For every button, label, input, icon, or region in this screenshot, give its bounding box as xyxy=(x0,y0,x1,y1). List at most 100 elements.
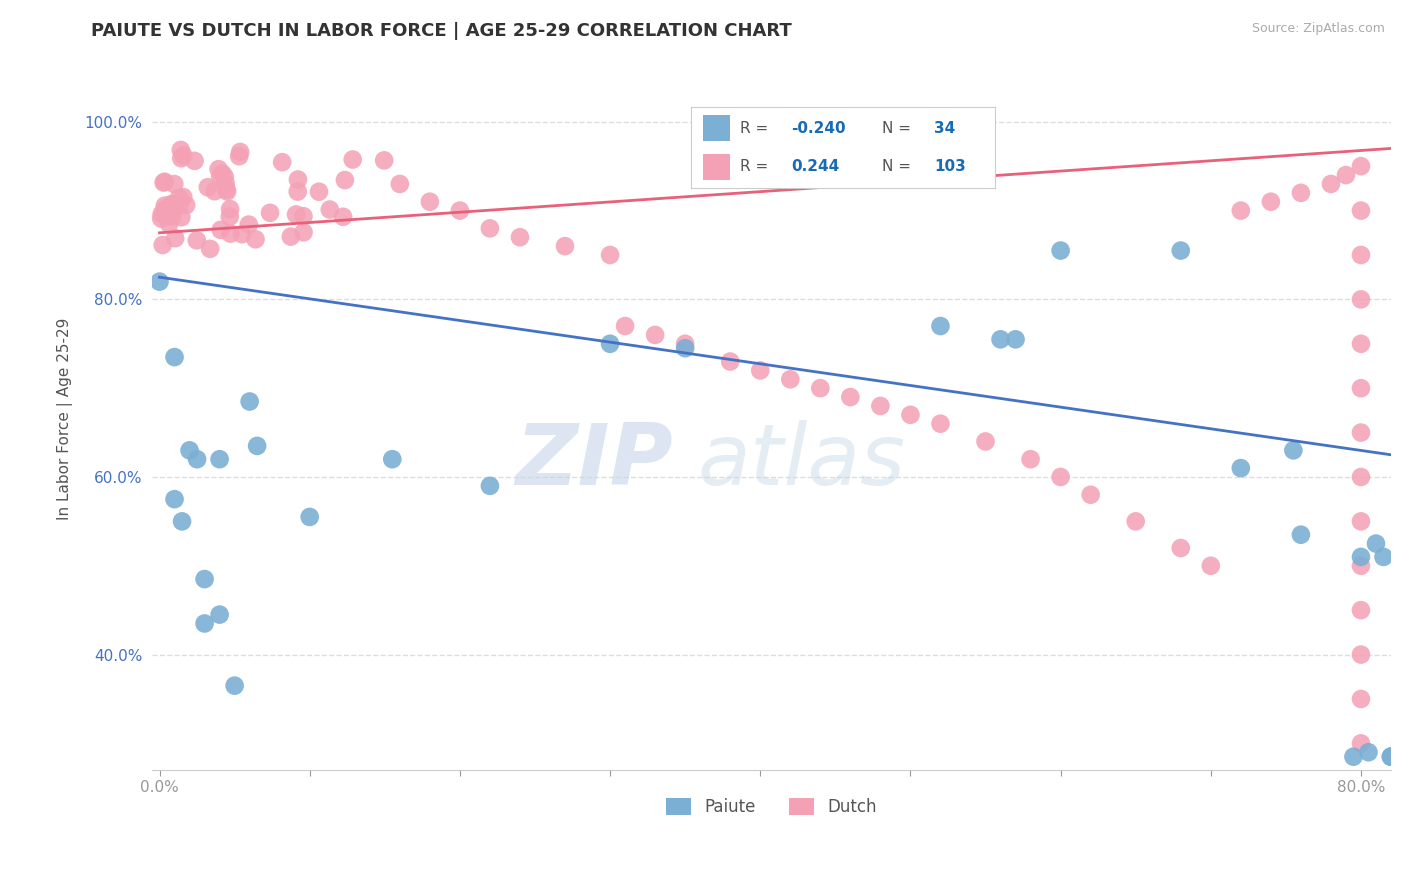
Point xyxy=(208,452,231,467)
Point xyxy=(209,223,232,237)
Point xyxy=(1350,692,1372,706)
Text: atlas: atlas xyxy=(697,420,905,503)
Point xyxy=(160,197,183,211)
Point xyxy=(1125,514,1147,528)
Point xyxy=(228,149,250,163)
Point xyxy=(1289,186,1312,200)
Point xyxy=(1350,736,1372,750)
Point xyxy=(1170,541,1192,555)
Point xyxy=(381,452,404,467)
Point xyxy=(1372,549,1395,564)
Point xyxy=(172,190,194,204)
Point xyxy=(167,198,190,212)
Point xyxy=(808,381,831,395)
Legend: Paiute, Dutch: Paiute, Dutch xyxy=(658,790,886,825)
Point xyxy=(1320,177,1343,191)
Point xyxy=(285,207,308,221)
Text: Source: ZipAtlas.com: Source: ZipAtlas.com xyxy=(1251,22,1385,36)
Point xyxy=(160,197,183,211)
Point xyxy=(673,336,696,351)
Point xyxy=(449,203,471,218)
Point xyxy=(839,390,862,404)
Point xyxy=(1350,549,1372,564)
Point xyxy=(1049,244,1071,258)
Point xyxy=(1350,248,1372,262)
Point xyxy=(1350,514,1372,528)
Point xyxy=(1170,244,1192,258)
Point xyxy=(224,679,246,693)
Point xyxy=(211,166,233,180)
Point xyxy=(1289,527,1312,541)
Point xyxy=(179,443,201,458)
Point xyxy=(1260,194,1282,209)
Point xyxy=(148,275,170,289)
Point xyxy=(1334,168,1357,182)
Point xyxy=(239,394,262,409)
Point xyxy=(152,238,174,252)
Point xyxy=(990,332,1012,346)
Point xyxy=(152,176,174,190)
Point xyxy=(1343,749,1365,764)
Point xyxy=(1379,749,1402,764)
Point xyxy=(170,151,193,165)
Point xyxy=(342,153,364,167)
Point xyxy=(292,225,315,239)
Point xyxy=(197,180,219,194)
Point xyxy=(209,169,232,184)
Point xyxy=(219,202,242,216)
Point xyxy=(478,221,501,235)
Point xyxy=(186,452,208,467)
Point xyxy=(749,363,772,377)
Point xyxy=(614,318,637,333)
Point xyxy=(194,572,217,586)
Point xyxy=(779,372,801,386)
Point xyxy=(929,417,952,431)
Point xyxy=(509,230,531,244)
Point xyxy=(332,210,354,224)
Point xyxy=(153,199,176,213)
Point xyxy=(1365,536,1388,550)
Point xyxy=(271,155,294,169)
Point xyxy=(1350,203,1372,218)
Point xyxy=(219,227,242,241)
Point xyxy=(280,229,302,244)
Point xyxy=(170,514,193,528)
Point xyxy=(900,408,922,422)
Point xyxy=(215,183,238,197)
Point xyxy=(287,172,309,186)
Point xyxy=(229,145,252,159)
Point xyxy=(163,492,186,507)
Point xyxy=(163,350,186,364)
Point xyxy=(1282,443,1305,458)
Point xyxy=(245,232,267,246)
Point xyxy=(167,191,190,205)
Point xyxy=(292,209,315,223)
Point xyxy=(1350,293,1372,307)
Point xyxy=(174,198,197,212)
Point xyxy=(319,202,342,217)
Point xyxy=(599,336,621,351)
Text: PAIUTE VS DUTCH IN LABOR FORCE | AGE 25-29 CORRELATION CHART: PAIUTE VS DUTCH IN LABOR FORCE | AGE 25-… xyxy=(91,22,792,40)
Point xyxy=(1350,558,1372,573)
Point xyxy=(1350,470,1372,484)
Point xyxy=(163,199,186,213)
Point xyxy=(1357,745,1379,759)
Point xyxy=(172,148,194,162)
Point xyxy=(1350,159,1372,173)
Point xyxy=(183,153,205,168)
Point xyxy=(150,211,173,226)
Point xyxy=(163,177,186,191)
Point xyxy=(207,162,229,177)
Point xyxy=(673,341,696,355)
Point xyxy=(208,607,231,622)
Point xyxy=(165,231,187,245)
Point xyxy=(157,217,180,231)
Point xyxy=(170,211,193,225)
Point xyxy=(1199,558,1222,573)
Point xyxy=(194,616,217,631)
Point xyxy=(1019,452,1042,467)
Point xyxy=(388,177,411,191)
Point xyxy=(419,194,441,209)
Point xyxy=(478,479,501,493)
Point xyxy=(1379,749,1402,764)
